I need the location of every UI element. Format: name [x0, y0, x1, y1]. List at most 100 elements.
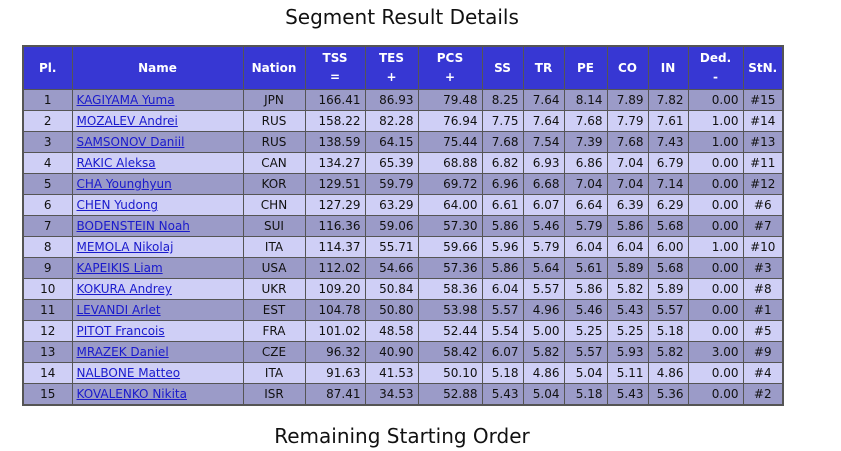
- cell-in: 7.14: [647, 173, 689, 195]
- results-table: Pl. Name Nation TSS = TES + PCS + SS TR PE …: [22, 45, 784, 406]
- cell-pcs: 53.98: [417, 299, 483, 321]
- table-row: 8 MEMOLA Nikolaj ITA 114.37 55.71 59.66 5.96 5.…: [22, 236, 784, 258]
- cell-pcs: 75.44: [417, 131, 483, 153]
- cell-pe: 5.57: [563, 341, 608, 363]
- header-tr: TR: [522, 45, 565, 90]
- skater-name-link[interactable]: SAMSONOV Daniil: [76, 135, 185, 149]
- cell-name: NALBONE Matteo: [71, 362, 244, 384]
- header-stn: StN.: [742, 45, 784, 90]
- cell-ss: 5.18: [481, 362, 524, 384]
- cell-tr: 7.54: [522, 131, 565, 153]
- cell-starting-number: #1: [742, 299, 784, 321]
- cell-pe: 7.39: [563, 131, 608, 153]
- cell-ss: 6.82: [481, 152, 524, 174]
- cell-name: SAMSONOV Daniil: [71, 131, 244, 153]
- cell-tss: 138.59: [304, 131, 366, 153]
- skater-name-link[interactable]: KAGIYAMA Yuma: [76, 93, 175, 107]
- cell-nation: RUS: [242, 110, 306, 132]
- cell-tes: 48.58: [364, 320, 419, 342]
- skater-name-link[interactable]: RAKIC Aleksa: [76, 156, 156, 170]
- cell-co: 6.39: [606, 194, 649, 216]
- cell-starting-number: #12: [742, 173, 784, 195]
- cell-in: 5.68: [647, 257, 689, 279]
- cell-ded: 0.00: [687, 320, 744, 342]
- cell-place: 3: [22, 131, 73, 153]
- cell-ded: 0.00: [687, 278, 744, 300]
- skater-name-link[interactable]: CHA Younghyun: [76, 177, 172, 191]
- skater-name-link[interactable]: LEVANDI Arlet: [76, 303, 161, 317]
- cell-name: PITOT Francois: [71, 320, 244, 342]
- cell-nation: UKR: [242, 278, 306, 300]
- cell-starting-number: #4: [742, 362, 784, 384]
- cell-tss: 101.02: [304, 320, 366, 342]
- cell-in: 5.89: [647, 278, 689, 300]
- cell-starting-number: #6: [742, 194, 784, 216]
- cell-name: BODENSTEIN Noah: [71, 215, 244, 237]
- cell-tss: 166.41: [304, 89, 366, 111]
- cell-ss: 6.04: [481, 278, 524, 300]
- cell-in: 4.86: [647, 362, 689, 384]
- cell-starting-number: #8: [742, 278, 784, 300]
- cell-ss: 6.07: [481, 341, 524, 363]
- cell-co: 5.93: [606, 341, 649, 363]
- table-row: 4 RAKIC Aleksa CAN 134.27 65.39 68.88 6.82 6.93…: [22, 152, 784, 174]
- cell-ss: 7.68: [481, 131, 524, 153]
- cell-ded: 0.00: [687, 173, 744, 195]
- header-ss: SS: [481, 45, 524, 90]
- cell-tes: 41.53: [364, 362, 419, 384]
- cell-name: LEVANDI Arlet: [71, 299, 244, 321]
- skater-name-link[interactable]: MEMOLA Nikolaj: [76, 240, 174, 254]
- header-pe: PE: [563, 45, 608, 90]
- cell-pcs: 57.30: [417, 215, 483, 237]
- cell-tes: 54.66: [364, 257, 419, 279]
- cell-pe: 5.04: [563, 362, 608, 384]
- cell-name: MRAZEK Daniel: [71, 341, 244, 363]
- table-row: 1 KAGIYAMA Yuma JPN 166.41 86.93 79.48 8.25 7.6…: [22, 89, 784, 111]
- cell-co: 5.43: [606, 383, 649, 406]
- cell-place: 4: [22, 152, 73, 174]
- cell-tr: 6.68: [522, 173, 565, 195]
- cell-place: 12: [22, 320, 73, 342]
- cell-tss: 134.27: [304, 152, 366, 174]
- cell-pcs: 76.94: [417, 110, 483, 132]
- cell-tes: 40.90: [364, 341, 419, 363]
- cell-tr: 5.82: [522, 341, 565, 363]
- cell-ded: 0.00: [687, 152, 744, 174]
- table-row: 14 NALBONE Matteo ITA 91.63 41.53 50.10 5.18 4.…: [22, 362, 784, 384]
- table-row: 13 MRAZEK Daniel CZE 96.32 40.90 58.42 6.07 5.8…: [22, 341, 784, 363]
- cell-co: 5.25: [606, 320, 649, 342]
- cell-pe: 6.86: [563, 152, 608, 174]
- cell-co: 5.89: [606, 257, 649, 279]
- header-row: Pl. Name Nation TSS = TES + PCS + SS TR PE …: [22, 45, 784, 90]
- cell-tr: 5.64: [522, 257, 565, 279]
- cell-ded: 0.00: [687, 194, 744, 216]
- skater-name-link[interactable]: MOZALEV Andrei: [76, 114, 178, 128]
- table-row: 5 CHA Younghyun KOR 129.51 59.79 69.72 6.96 6.6…: [22, 173, 784, 195]
- cell-ss: 5.86: [481, 257, 524, 279]
- header-in: IN: [647, 45, 689, 90]
- table-row: 2 MOZALEV Andrei RUS 158.22 82.28 76.94 7.75 7.…: [22, 110, 784, 132]
- table-row: 10 KOKURA Andrey UKR 109.20 50.84 58.36 6.04 5.…: [22, 278, 784, 300]
- cell-pcs: 52.88: [417, 383, 483, 406]
- skater-name-link[interactable]: KOKURA Andrey: [76, 282, 172, 296]
- cell-name: RAKIC Aleksa: [71, 152, 244, 174]
- skater-name-link[interactable]: KOVALENKO Nikita: [76, 387, 187, 401]
- cell-tes: 86.93: [364, 89, 419, 111]
- cell-pcs: 50.10: [417, 362, 483, 384]
- skater-name-link[interactable]: NALBONE Matteo: [76, 366, 181, 380]
- skater-name-link[interactable]: MRAZEK Daniel: [76, 345, 169, 359]
- skater-name-link[interactable]: PITOT Francois: [76, 324, 165, 338]
- cell-nation: CAN: [242, 152, 306, 174]
- cell-name: KOVALENKO Nikita: [71, 383, 244, 406]
- cell-tr: 5.00: [522, 320, 565, 342]
- cell-starting-number: #9: [742, 341, 784, 363]
- cell-pe: 5.25: [563, 320, 608, 342]
- skater-name-link[interactable]: BODENSTEIN Noah: [76, 219, 190, 233]
- cell-place: 9: [22, 257, 73, 279]
- skater-name-link[interactable]: CHEN Yudong: [76, 198, 159, 212]
- skater-name-link[interactable]: KAPEIKIS Liam: [76, 261, 163, 275]
- cell-name: KOKURA Andrey: [71, 278, 244, 300]
- cell-place: 6: [22, 194, 73, 216]
- cell-starting-number: #3: [742, 257, 784, 279]
